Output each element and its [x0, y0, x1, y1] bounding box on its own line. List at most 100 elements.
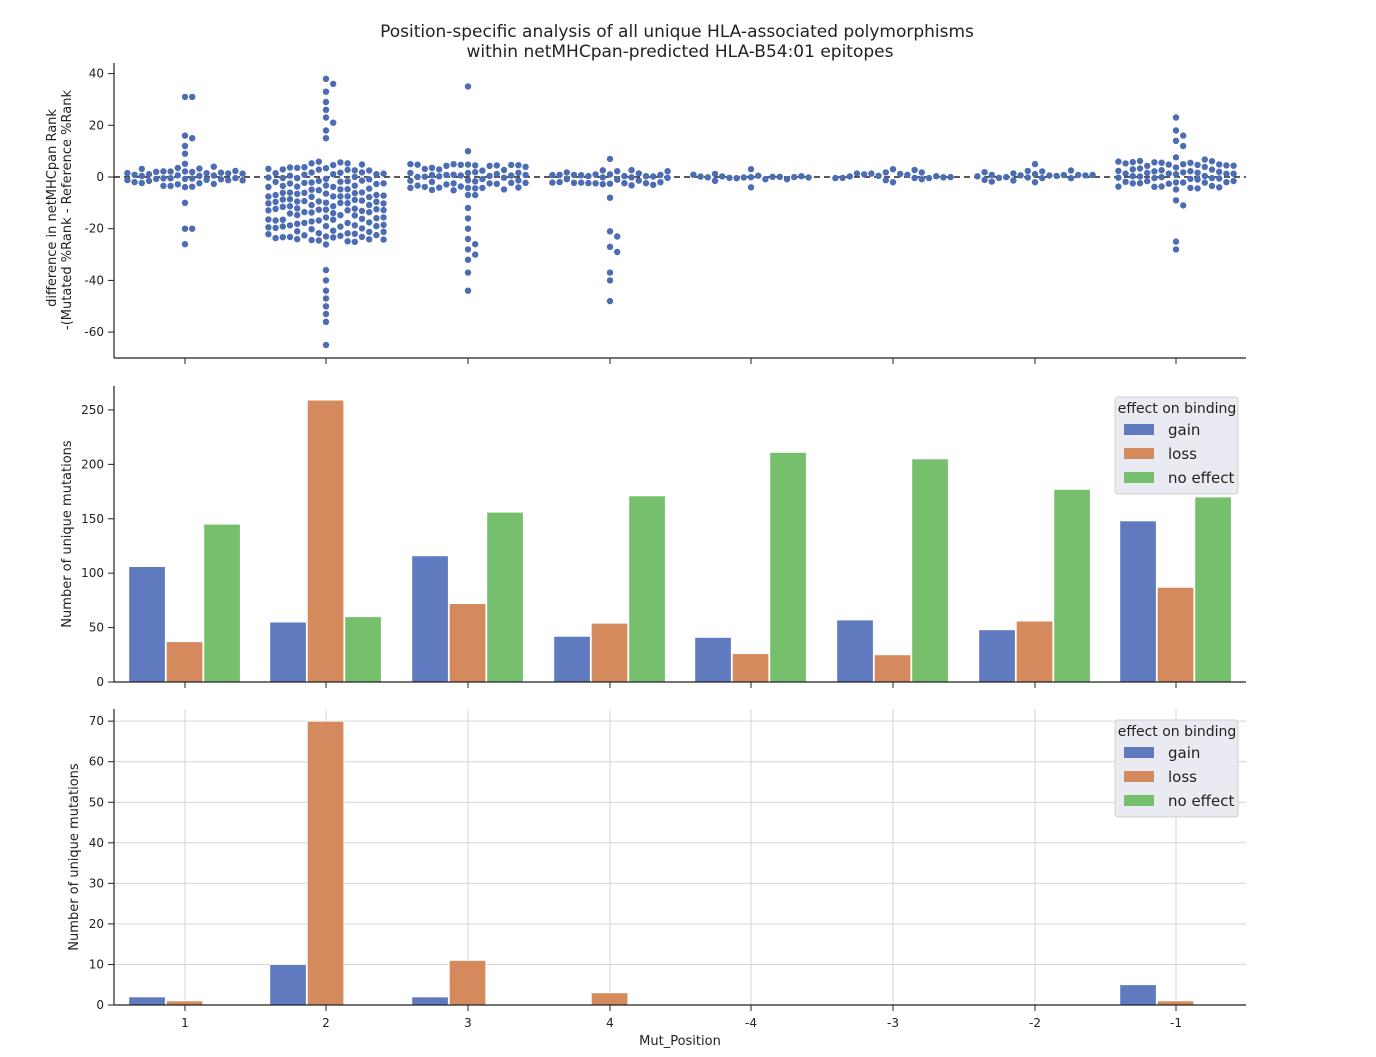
swarm-point [1172, 179, 1180, 186]
swarm-y-tick-label: -20 [84, 222, 104, 236]
swarm-point [457, 172, 464, 179]
swarm-point [493, 180, 500, 187]
swarm-point [664, 174, 671, 181]
swarm-point [330, 216, 337, 223]
swarm-point [747, 184, 755, 191]
swarm-point [294, 198, 301, 205]
bar1-bar-gain [978, 629, 1016, 683]
swarm-point [1172, 164, 1180, 171]
swarm-point [925, 174, 933, 182]
bar1-bar-gain [553, 635, 591, 683]
swarm-point [747, 166, 755, 173]
swarm-point [1208, 166, 1216, 173]
swarm-point [330, 193, 337, 200]
swarm-point [315, 177, 322, 185]
bar2-x-tick-label: 4 [606, 1016, 614, 1030]
swarm-point [322, 182, 330, 189]
swarm-point [606, 297, 614, 305]
swarm-point [131, 171, 138, 178]
swarm-point [344, 178, 351, 185]
swarm-point [358, 225, 366, 232]
swarm-point [322, 222, 330, 230]
swarm-point [606, 277, 614, 284]
swarm-point [1165, 180, 1173, 187]
swarm-point [1172, 154, 1180, 161]
swarm-point [181, 142, 189, 150]
swarm-point [330, 161, 337, 169]
swarm-point [286, 189, 294, 196]
swarm-point [181, 241, 189, 248]
swarm-point [1194, 161, 1201, 169]
swarm-point [515, 177, 522, 184]
bar1-bar-no-effect [203, 523, 241, 683]
swarm-point [322, 135, 330, 142]
swarm-point [606, 269, 614, 276]
bar1-legend-swatch-loss [1124, 448, 1154, 459]
swarm-point [322, 127, 330, 134]
swarm-point [308, 169, 315, 176]
swarm-point [479, 167, 486, 174]
swarm-point [337, 212, 344, 219]
swarm-point [373, 215, 380, 222]
swarm-point [726, 174, 733, 181]
swarm-point [621, 172, 628, 180]
swarm-point [315, 158, 322, 165]
swarm-y-tick-label: -40 [84, 273, 104, 287]
bar2-bar-loss [590, 992, 629, 1006]
swarm-point [344, 166, 351, 174]
swarm-point [1129, 172, 1137, 180]
swarm-point [279, 216, 286, 223]
swarm-y-tick-label: 0 [96, 170, 104, 184]
swarm-point [1201, 163, 1209, 171]
swarm-point [1223, 162, 1230, 169]
swarm-point [1151, 168, 1158, 175]
swarm-point [599, 167, 606, 174]
swarm-point [889, 179, 897, 186]
swarm-point [301, 171, 308, 178]
swarm-point [294, 174, 301, 182]
swarm-point [436, 184, 443, 191]
swarm-point [308, 201, 315, 209]
swarm-point [344, 200, 351, 207]
swarm-point [181, 93, 189, 101]
swarm-point [933, 173, 940, 180]
swarm-point [337, 193, 344, 200]
swarm-point [344, 219, 351, 227]
swarm-point [1060, 171, 1068, 179]
bar1-bar-no-effect [486, 511, 524, 683]
swarm-point [436, 173, 443, 180]
bar2-bar-loss [165, 1000, 204, 1006]
swarm-point [522, 171, 529, 179]
swarm-point [279, 189, 286, 196]
swarm-point [1172, 238, 1180, 245]
swarm-point [472, 162, 479, 169]
swarm-point [351, 230, 358, 237]
swarm-point [1144, 169, 1151, 177]
swarm-point [464, 161, 472, 168]
swarm-point [330, 80, 337, 88]
swarm-point [322, 295, 330, 302]
bar1-y-tick-label: 100 [81, 566, 104, 580]
bar1-y-tick-label: 250 [81, 403, 104, 417]
swarm-point [239, 170, 246, 177]
bar1-bar-no-effect [628, 495, 666, 683]
swarm-point [351, 196, 358, 203]
swarm-point [472, 178, 479, 185]
bar2-legend-title: effect on binding [1118, 724, 1237, 740]
swarm-point [322, 175, 330, 182]
swarm-point [232, 167, 239, 175]
swarm-point [174, 172, 181, 179]
swarm-point [351, 212, 358, 219]
swarm-point [875, 172, 882, 179]
swarm-point [265, 207, 272, 214]
bar1-legend-label-loss: loss [1168, 445, 1197, 463]
figure-title-line-1: Position-specific analysis of all unique… [380, 22, 974, 42]
swarm-point [464, 204, 472, 212]
swarm-point [1151, 159, 1158, 166]
swarm-point [421, 165, 428, 173]
swarm-point [508, 179, 515, 186]
swarm-point [578, 172, 585, 179]
swarm-point [407, 169, 414, 177]
swarm-point [421, 173, 428, 180]
swarm-point [265, 174, 272, 181]
